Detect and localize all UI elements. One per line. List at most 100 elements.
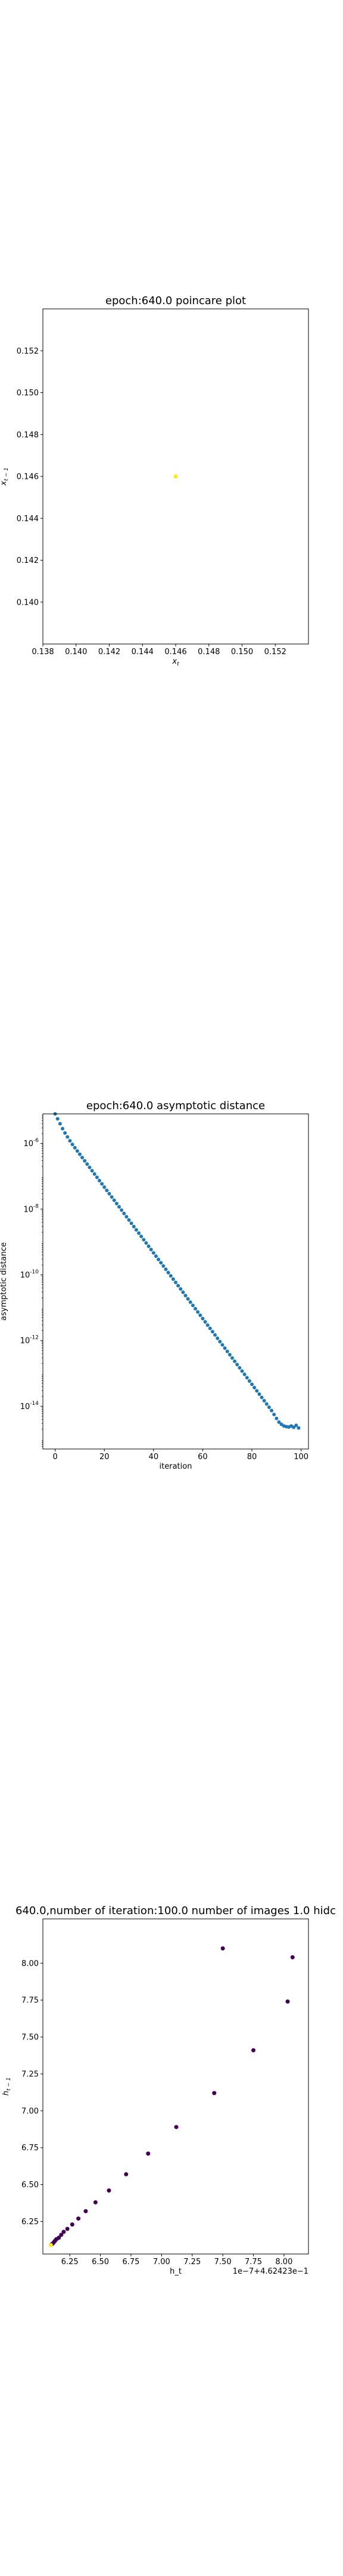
y-axis-label: xt − 1 — [0, 467, 10, 486]
data-point — [70, 2222, 74, 2227]
x-tick-label: 0.146 — [164, 648, 186, 657]
y-tick-exponent: -8 — [33, 1203, 39, 1209]
y-tick-label: 8.00 — [21, 1959, 39, 1968]
data-point — [262, 1399, 266, 1403]
data-point — [85, 1162, 89, 1166]
y-tick-label: 7.75 — [21, 1996, 39, 2005]
data-point — [146, 1244, 151, 1249]
x-tick-label: 0.140 — [65, 648, 87, 657]
data-point — [154, 1254, 158, 1258]
data-point — [127, 1218, 131, 1222]
chart-title: epoch:640.0 poincare plot — [105, 295, 246, 307]
x-axis-label: iteration — [160, 1462, 192, 1471]
x-tick-label: 20 — [99, 1453, 110, 1462]
data-point — [139, 1234, 144, 1239]
data-point — [235, 1363, 239, 1367]
x-tick-label: 0.152 — [264, 648, 286, 657]
plot-frame — [42, 1918, 309, 2255]
y-tick-label: 10-12 — [20, 1335, 39, 1346]
data-point — [220, 1343, 224, 1347]
y-tick-label: 7.50 — [21, 2033, 39, 2042]
x-tick-label: 6.50 — [92, 2258, 109, 2267]
data-point — [242, 1372, 247, 1376]
data-point — [61, 2230, 66, 2234]
data-point — [285, 1999, 290, 2004]
x-tick-label: 7.25 — [183, 2258, 201, 2267]
data-point — [173, 474, 178, 479]
poincare-plot: epoch:640.0 poincare plot 0.138 0.140 0.142… — [0, 295, 309, 667]
y-axis-label-subscript: t − 1 — [6, 2077, 12, 2091]
data-point — [230, 1356, 234, 1360]
data-point — [297, 1426, 301, 1430]
y-tick-label: 0.150 — [17, 389, 39, 398]
data-point — [83, 2209, 88, 2213]
data-point — [149, 1247, 153, 1252]
y-tick-label: 0.148 — [17, 431, 39, 439]
x-offset-text: 1e−7+4.62423e−1 — [233, 2267, 308, 2276]
data-point — [169, 1274, 173, 1278]
data-point — [107, 1191, 111, 1196]
data-point — [97, 1178, 101, 1182]
data-point — [68, 1139, 72, 1143]
y-tick-label: 10-14 — [20, 1401, 39, 1411]
data-point — [174, 2125, 179, 2129]
data-point — [257, 1392, 261, 1396]
y-tick-label: 0.146 — [17, 473, 39, 482]
data-point — [275, 1416, 279, 1420]
data-point — [264, 1402, 269, 1406]
x-tick-label: 6.75 — [123, 2258, 140, 2267]
data-point — [80, 1156, 85, 1160]
data-point — [114, 1202, 119, 1206]
data-point — [260, 1395, 264, 1400]
data-point — [171, 1277, 175, 1281]
data-point — [137, 1231, 141, 1236]
y-tick-exponent: -10 — [30, 1269, 39, 1275]
chart-title: 640.0,number of iteration:100.0 number o… — [15, 1905, 336, 1917]
data-point — [270, 1408, 274, 1413]
data-point — [120, 1208, 124, 1212]
data-point — [61, 1126, 65, 1131]
data-point — [186, 1297, 190, 1301]
x-tick-label: 7.75 — [245, 2258, 262, 2267]
data-point — [75, 1149, 79, 1153]
y-tick-label: 10-6 — [23, 1138, 39, 1148]
x-tick-label: 7.00 — [153, 2258, 170, 2267]
y-tick-label: 6.75 — [21, 2144, 39, 2153]
y-tick-label: 6.50 — [21, 2181, 39, 2190]
y-tick-label: 0.152 — [17, 347, 39, 356]
data-point — [255, 1389, 259, 1393]
data-point — [88, 1165, 92, 1169]
data-point — [225, 1349, 229, 1354]
data-point — [129, 1221, 133, 1225]
data-point — [110, 1195, 114, 1199]
asymptotic-distance-plot: epoch:640.0 asymptotic distance 0 20 40 60 80… — [0, 1100, 309, 1471]
x-tick-label: 60 — [198, 1453, 208, 1462]
y-tick-exponent: -6 — [33, 1138, 39, 1144]
data-point — [223, 1346, 227, 1350]
data-point — [194, 1306, 198, 1311]
data-point — [227, 1352, 232, 1357]
data-point — [63, 1131, 67, 1135]
data-point — [157, 1258, 161, 1262]
data-point — [181, 1290, 185, 1295]
data-point — [272, 1413, 276, 1417]
data-point — [102, 1185, 107, 1189]
plot-frame — [42, 1113, 309, 1450]
data-point — [205, 1323, 210, 1327]
data-point — [208, 1326, 212, 1330]
y-tick-label: 10-8 — [23, 1203, 39, 1214]
data-point — [161, 1264, 166, 1268]
data-point — [48, 2243, 53, 2247]
data-point — [233, 1359, 237, 1363]
y-tick-label: 0.140 — [17, 598, 39, 607]
y-tick-label: 7.25 — [21, 2070, 39, 2079]
data-point — [122, 1211, 126, 1215]
y-axis-label: ht − 1 — [2, 2077, 12, 2096]
data-point — [134, 1228, 138, 1232]
y-tick-label: 6.25 — [21, 2218, 39, 2227]
data-point — [216, 1336, 220, 1340]
x-tick-label: 0.150 — [231, 648, 253, 657]
x-tick-label: 40 — [149, 1453, 159, 1462]
data-point — [188, 1300, 192, 1304]
y-axis-label: asymptotic distance — [0, 1242, 8, 1320]
